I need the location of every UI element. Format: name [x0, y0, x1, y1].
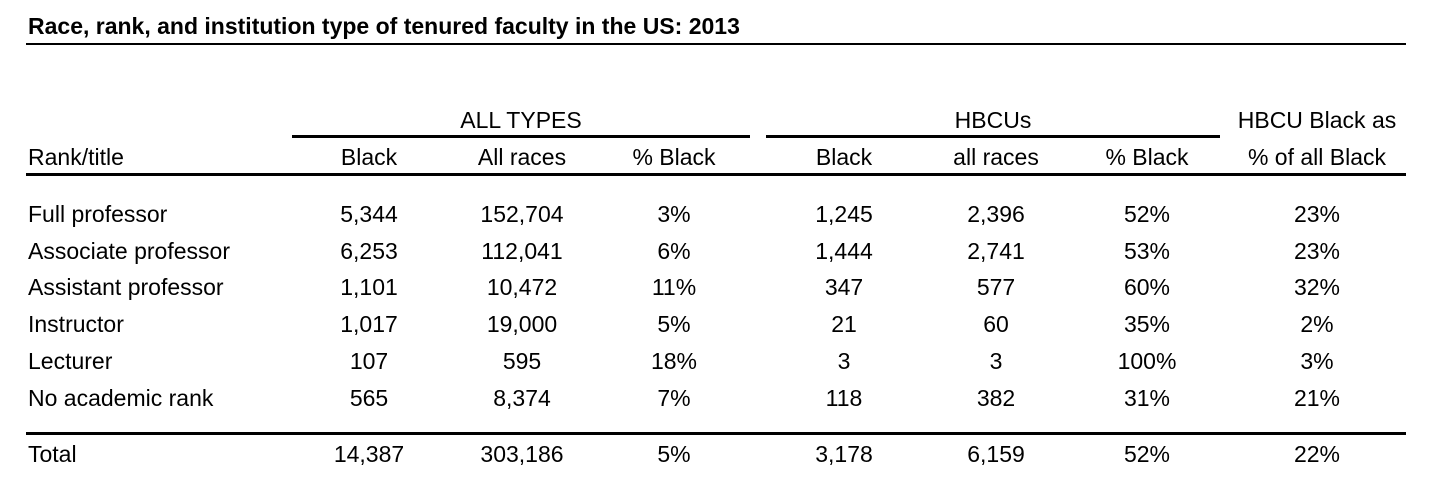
table-cell-share: 21% [1293, 385, 1341, 411]
table-cell-hbcu-black: 1,444 [815, 238, 873, 264]
total-cell-hbcu-pct: 52% [1123, 441, 1171, 467]
table-cell-all-pct: 6% [657, 238, 691, 264]
table-cell-all-races: 19,000 [486, 311, 558, 337]
total-cell-all-pct: 5% [657, 441, 691, 467]
title-rule [26, 43, 1406, 45]
table-cell-rank: No academic rank [28, 385, 214, 411]
total-rule [26, 432, 1406, 435]
table-cell-all-black: 107 [349, 348, 389, 374]
table-cell-share: 3% [1300, 348, 1334, 374]
column-header-rank: Rank/title [28, 144, 124, 170]
column-header-hbcu-share: % of all Black [1247, 144, 1387, 170]
table-cell-all-black: 5,344 [340, 201, 398, 227]
table-cell-hbcu-pct: 60% [1123, 274, 1171, 300]
table-cell-hbcu-black: 347 [824, 274, 864, 300]
total-cell-rank: Total [28, 441, 77, 467]
all-types-rule [292, 135, 750, 138]
table-cell-hbcu-races: 577 [976, 274, 1016, 300]
column-header-hbcu-races: all races [953, 144, 1039, 170]
table-cell-all-black: 565 [349, 385, 389, 411]
table-cell-all-black: 1,101 [340, 274, 398, 300]
table-cell-share: 2% [1300, 311, 1334, 337]
group-header-all-types: ALL TYPES [460, 107, 582, 133]
column-header-hbcu-pct: % Black [1105, 144, 1189, 170]
table-cell-rank: Associate professor [28, 238, 230, 264]
table-cell-all-pct: 7% [657, 385, 691, 411]
table-cell-all-pct: 18% [650, 348, 698, 374]
table-cell-all-races: 8,374 [493, 385, 551, 411]
table-cell-share: 32% [1293, 274, 1341, 300]
table-cell-rank: Assistant professor [28, 274, 224, 300]
table-cell-share: 23% [1293, 201, 1341, 227]
table-cell-hbcu-black: 1,245 [815, 201, 873, 227]
table-cell-hbcu-pct: 31% [1123, 385, 1171, 411]
table-cell-hbcu-races: 2,396 [967, 201, 1025, 227]
group-header-hbcu-share-line1: HBCU Black as [1237, 107, 1397, 133]
table-cell-hbcu-races: 60 [983, 311, 1009, 337]
table-cell-all-races: 595 [502, 348, 542, 374]
table-cell-rank: Lecturer [28, 348, 113, 374]
table-cell-hbcu-black: 21 [831, 311, 857, 337]
header-rule [26, 173, 1406, 176]
table-cell-all-races: 112,041 [481, 238, 563, 264]
table-cell-rank: Full professor [28, 201, 168, 227]
total-cell-share: 22% [1293, 441, 1341, 467]
table-cell-hbcu-races: 382 [976, 385, 1016, 411]
table-cell-hbcu-pct: 35% [1123, 311, 1171, 337]
column-header-all-black: Black [340, 144, 398, 170]
total-cell-all-races: 303,186 [480, 441, 564, 467]
group-header-hbcus: HBCUs [954, 107, 1032, 133]
table-title: Race, rank, and institution type of tenu… [28, 13, 740, 39]
table-cell-hbcu-black: 3 [837, 348, 851, 374]
table-cell-all-pct: 11% [651, 274, 697, 300]
table-cell-all-black: 6,253 [340, 238, 398, 264]
table-cell-all-pct: 5% [657, 311, 691, 337]
table-cell-hbcu-races: 3 [989, 348, 1003, 374]
total-cell-all-black: 14,387 [333, 441, 405, 467]
table-cell-share: 23% [1293, 238, 1341, 264]
table-cell-rank: Instructor [28, 311, 124, 337]
table-cell-all-races: 10,472 [486, 274, 558, 300]
table-cell-hbcu-pct: 52% [1123, 201, 1171, 227]
table-cell-all-pct: 3% [657, 201, 691, 227]
total-cell-hbcu-races: 6,159 [967, 441, 1025, 467]
total-cell-hbcu-black: 3,178 [815, 441, 873, 467]
table-cell-hbcu-black: 118 [825, 385, 863, 411]
column-header-all-races: All races [477, 144, 567, 170]
column-header-all-pct: % Black [632, 144, 716, 170]
table-cell-hbcu-pct: 100% [1117, 348, 1177, 374]
table-cell-all-races: 152,704 [480, 201, 564, 227]
hbcus-rule [766, 135, 1220, 138]
table-cell-all-black: 1,017 [340, 311, 398, 337]
table-cell-hbcu-races: 2,741 [967, 238, 1025, 264]
table-cell-hbcu-pct: 53% [1123, 238, 1171, 264]
column-header-hbcu-black: Black [815, 144, 873, 170]
